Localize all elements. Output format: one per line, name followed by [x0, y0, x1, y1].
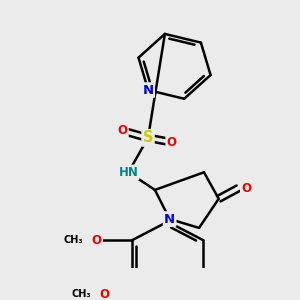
- Text: O: O: [118, 124, 128, 137]
- Text: O: O: [92, 234, 102, 247]
- Text: O: O: [241, 182, 251, 195]
- Text: CH₃: CH₃: [63, 235, 83, 245]
- Text: O: O: [100, 288, 110, 300]
- Text: CH₃: CH₃: [71, 289, 91, 299]
- Text: HN: HN: [118, 166, 138, 179]
- Text: O: O: [167, 136, 177, 149]
- Text: S: S: [143, 130, 153, 145]
- Text: N: N: [142, 84, 154, 97]
- Text: N: N: [164, 213, 175, 226]
